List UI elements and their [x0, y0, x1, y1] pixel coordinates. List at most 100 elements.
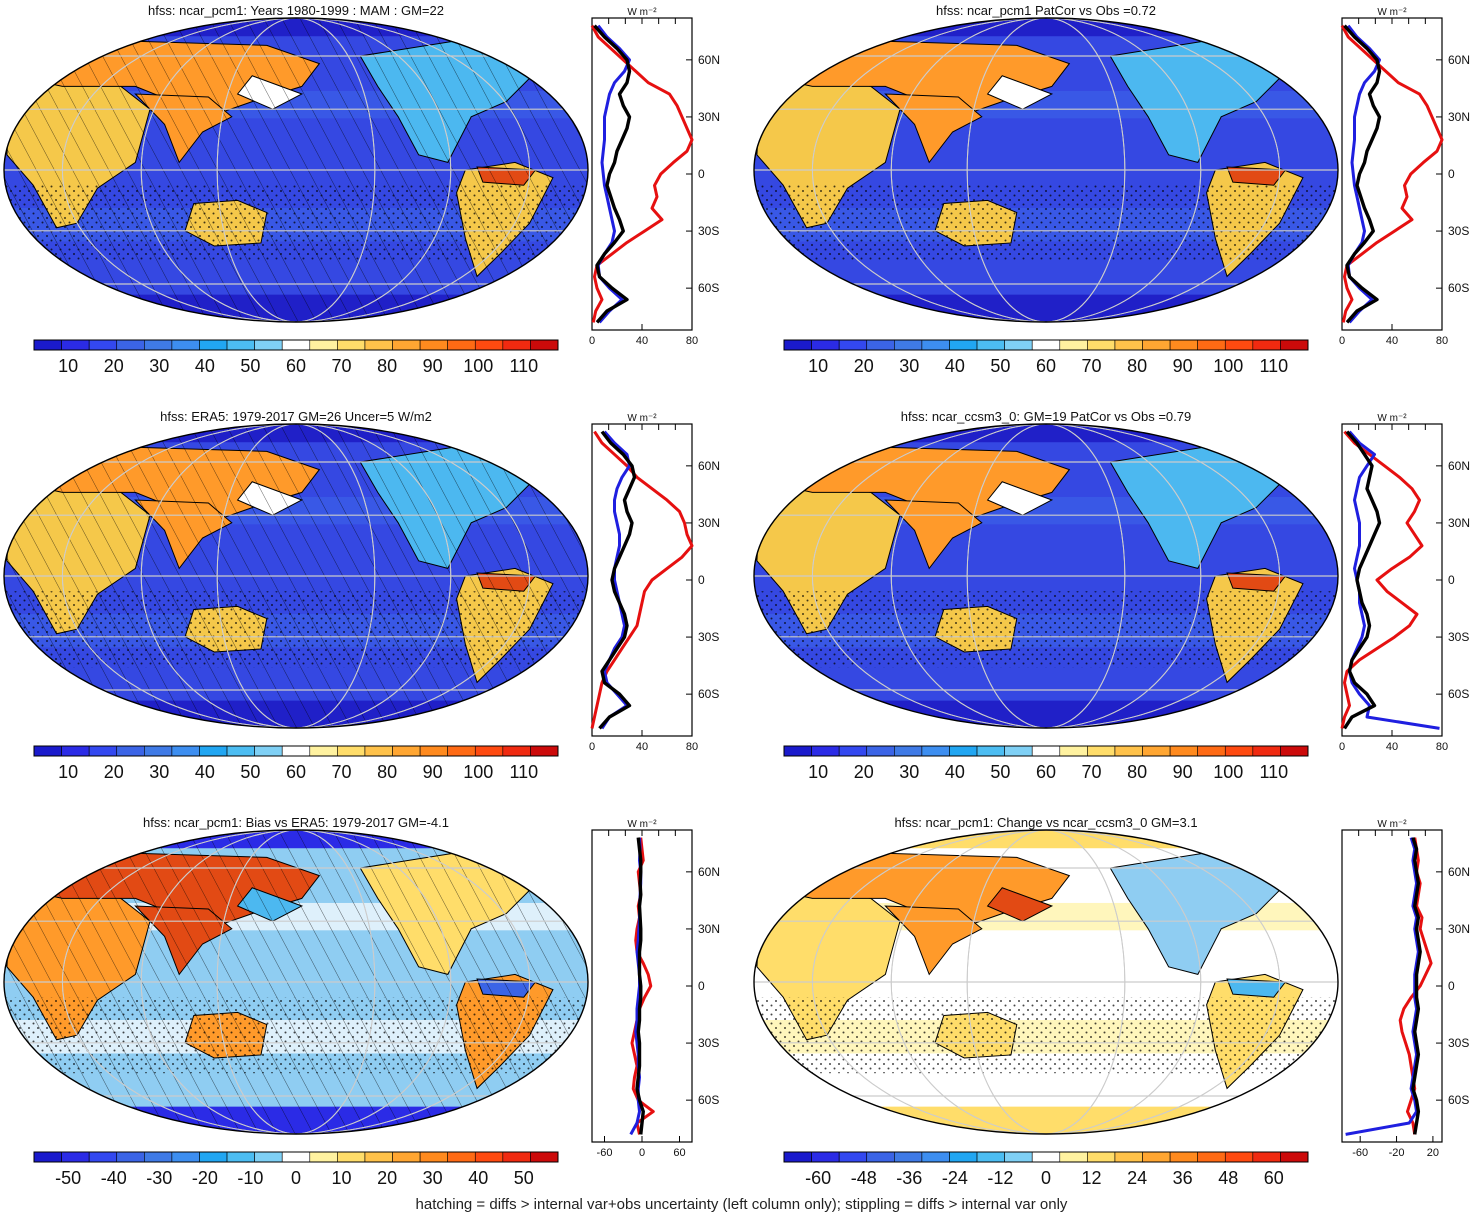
colorbar-label: 0 — [1041, 1168, 1051, 1188]
lat-label: 30N — [1448, 110, 1470, 124]
panel-title: hfss: ncar_pcm1: Bias vs ERA5: 1979-2017… — [143, 815, 449, 830]
panel-title: hfss: ncar_pcm1: Change vs ncar_ccsm3_0 … — [894, 815, 1197, 830]
lat-label: 60S — [698, 1093, 719, 1107]
colorbar-label: 80 — [1127, 762, 1147, 782]
colorbar-swatch — [1059, 1151, 1088, 1163]
model-profile-line — [1343, 24, 1382, 324]
colorbar-frame — [783, 745, 1309, 757]
colorbar-label: 50 — [514, 1168, 534, 1188]
model-profile-line — [1343, 430, 1382, 730]
colorbar-swatch — [921, 745, 950, 757]
graticule-meridian — [966, 18, 1126, 322]
lat-label: 30N — [698, 516, 720, 530]
colorbar-swatch — [1280, 339, 1309, 351]
india-land — [884, 905, 983, 976]
colorbar-label: 80 — [377, 356, 397, 376]
map-border — [753, 17, 1339, 323]
colorbar-label: 50 — [240, 762, 260, 782]
colorbar-label: 20 — [854, 762, 874, 782]
colorbar-frame — [33, 1151, 559, 1163]
colorbar-swatch — [309, 339, 338, 351]
colorbar-label: 40 — [195, 356, 215, 376]
lat-label: 60S — [698, 281, 719, 295]
lat-label: 60N — [698, 53, 720, 67]
colorbar-swatch — [1197, 745, 1226, 757]
colorbar-label: 110 — [509, 762, 538, 782]
colorbar-swatch — [474, 1151, 504, 1163]
colorbar-swatch — [866, 745, 895, 757]
colorbar-label: 10 — [58, 762, 78, 782]
stipple-overlay — [754, 185, 1338, 262]
colorbar-swatch — [364, 745, 393, 757]
lat-label: 30S — [1448, 630, 1469, 644]
arctic-band — [754, 424, 1338, 443]
profile-xtick-label: 80 — [686, 741, 698, 753]
profile-xtick-label: -60 — [597, 1147, 613, 1159]
graticule-meridian — [61, 830, 531, 1134]
lat-label: 30N — [698, 110, 720, 124]
panel-p4: hfss: ncar_ccsm3_0: GM=19 PatCor vs Obs … — [753, 409, 1470, 782]
colorbar-label: 24 — [1127, 1168, 1147, 1188]
stipple-overlay — [4, 997, 588, 1074]
profile-unit: W m⁻² — [627, 7, 657, 18]
colorbar-swatch — [281, 745, 311, 757]
lat-label: 0 — [1448, 167, 1455, 181]
graticule-meridian — [890, 830, 1202, 1134]
model-profile-line — [593, 24, 632, 324]
panel-p1: hfss: ncar_pcm1: Years 1980-1999 : MAM :… — [3, 3, 720, 376]
colorbar-label: -24 — [942, 1168, 968, 1188]
colorbar-swatch — [88, 1151, 118, 1163]
colorbar-swatch — [61, 745, 90, 757]
colorbar-swatch — [530, 1151, 559, 1163]
panel-title: hfss: ncar_ccsm3_0: GM=19 PatCor vs Obs … — [901, 409, 1191, 424]
colorbar-label: 60 — [1264, 1168, 1284, 1188]
lat-label: 60N — [1448, 865, 1470, 879]
colorbar-swatch — [309, 745, 338, 757]
map-border — [3, 423, 589, 729]
colorbar-label: 70 — [1082, 762, 1102, 782]
colorbar-swatch — [226, 745, 255, 757]
india-land — [884, 93, 983, 164]
colorbar-swatch — [447, 1151, 476, 1163]
profile-xtick-label: 40 — [636, 741, 648, 753]
panel-p6: hfss: ncar_pcm1: Change vs ncar_ccsm3_0 … — [753, 815, 1470, 1188]
colorbar-swatch — [502, 745, 531, 757]
colorbar-swatch — [1087, 745, 1116, 757]
colorbar-swatch — [254, 745, 283, 757]
model-profile-line — [635, 837, 645, 1135]
colorbar-label: -12 — [987, 1168, 1013, 1188]
colorbar-swatch — [976, 1151, 1005, 1163]
colorbar-swatch — [171, 1151, 200, 1163]
colorbar-label: 70 — [1082, 356, 1102, 376]
colorbar-label: 90 — [423, 762, 443, 782]
colorbar-label: 70 — [332, 762, 352, 782]
profile-xtick-label: 40 — [1386, 741, 1398, 753]
colorbar-swatch — [1142, 339, 1171, 351]
colorbar-swatch — [144, 745, 173, 757]
profile-unit: W m⁻² — [627, 413, 657, 424]
colorbar-frame — [783, 1151, 1309, 1163]
colorbar-swatch — [364, 1151, 393, 1163]
colorbar-swatch — [1224, 339, 1254, 351]
arctic-band — [754, 830, 1338, 849]
colorbar-label: 110 — [1259, 762, 1288, 782]
colorbar-swatch — [783, 1151, 812, 1163]
colorbar-swatch — [866, 1151, 895, 1163]
colorbar-swatch — [199, 745, 228, 757]
colorbar-swatch — [116, 339, 145, 351]
lat-label: 60N — [1448, 53, 1470, 67]
profile-xtick-label: 20 — [1427, 1147, 1439, 1159]
colorbar-swatch — [171, 745, 200, 757]
profile-unit: W m⁻² — [1377, 413, 1407, 424]
colorbar-swatch — [144, 1151, 173, 1163]
colorbar-swatch — [309, 1151, 338, 1163]
colorbar-swatch — [1031, 339, 1061, 351]
colorbar-label: 90 — [1173, 762, 1193, 782]
arctic-band — [754, 18, 1338, 37]
colorbar-label: 60 — [286, 762, 306, 782]
antarctic-band — [754, 700, 1338, 728]
colorbar-label: 20 — [377, 1168, 397, 1188]
colorbar-label: 12 — [1082, 1168, 1102, 1188]
